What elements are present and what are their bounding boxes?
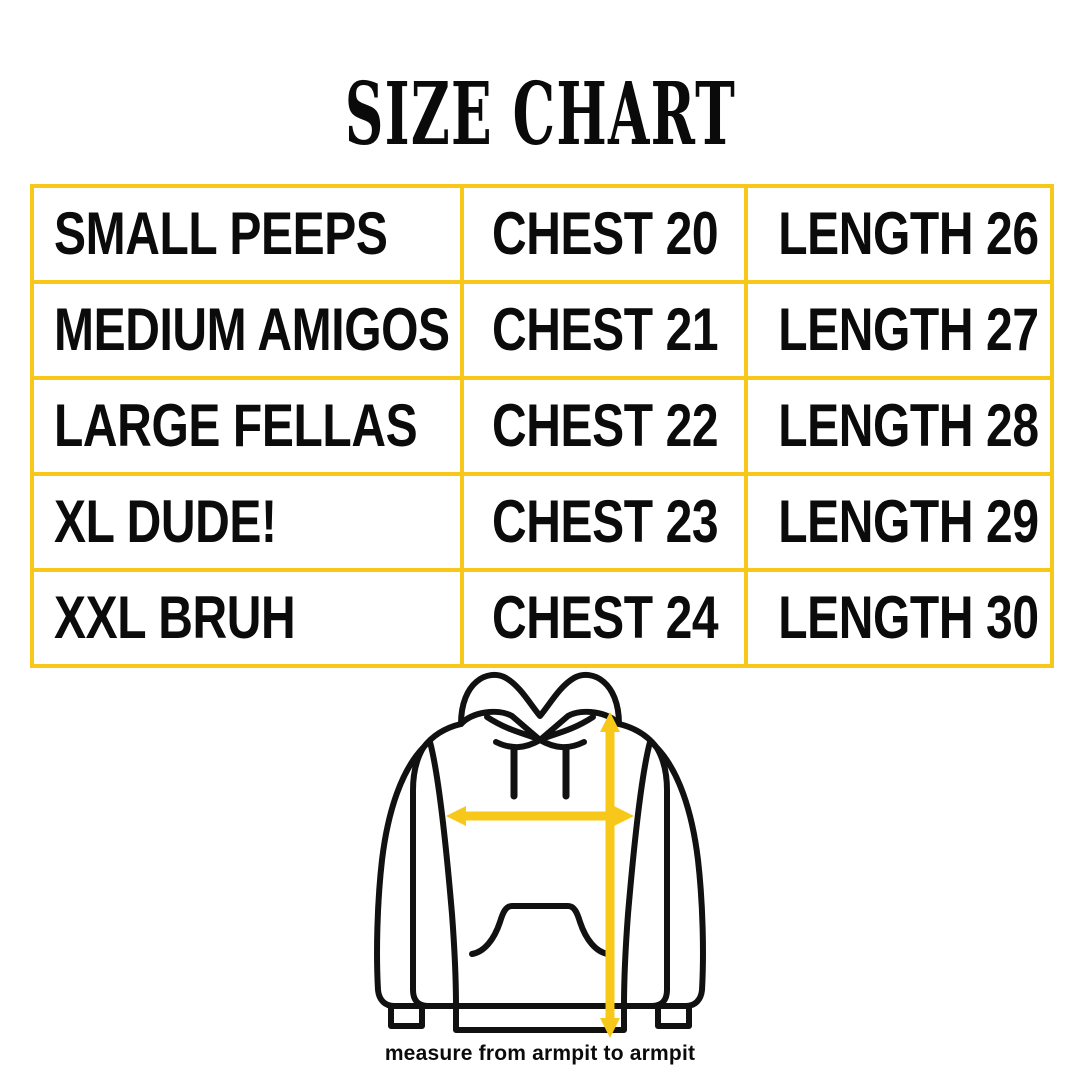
table-row: SMALL PEEPS CHEST 20 LENGTH 26: [30, 184, 1054, 284]
chest-value: CHEST 23: [492, 488, 719, 555]
hoodie-illustration: [360, 664, 720, 1044]
table-cell-length: LENGTH 30: [744, 568, 1054, 668]
size-label: MEDIUM AMIGOS: [54, 296, 450, 363]
table-row: XL DUDE! CHEST 23 LENGTH 29: [30, 472, 1054, 572]
chest-width-arrow: [446, 806, 634, 826]
table-cell-chest: CHEST 21: [460, 280, 748, 380]
size-label: XL DUDE!: [54, 488, 277, 555]
table-cell-length: LENGTH 26: [744, 184, 1054, 284]
length-value: LENGTH 29: [778, 488, 1039, 555]
chest-value: CHEST 21: [492, 296, 719, 363]
chest-value: CHEST 22: [492, 392, 719, 459]
table-cell-chest: CHEST 23: [460, 472, 748, 572]
chest-value: CHEST 24: [492, 584, 719, 651]
body-length-arrow: [600, 712, 620, 1038]
length-value: LENGTH 28: [778, 392, 1039, 459]
size-label: LARGE FELLAS: [54, 392, 418, 459]
measurement-arrows: [446, 712, 634, 1038]
table-cell-chest: CHEST 24: [460, 568, 748, 668]
table-cell-chest: CHEST 20: [460, 184, 748, 284]
table-cell-size: MEDIUM AMIGOS: [30, 280, 464, 380]
page-title: SIZE CHART: [344, 64, 736, 165]
page-title-container: SIZE CHART: [0, 64, 1080, 165]
length-value: LENGTH 27: [778, 296, 1039, 363]
length-value: LENGTH 30: [778, 584, 1039, 651]
table-row: LARGE FELLAS CHEST 22 LENGTH 28: [30, 376, 1054, 476]
measurement-caption: measure from armpit to armpit: [384, 1042, 696, 1065]
table-cell-length: LENGTH 28: [744, 376, 1054, 476]
size-label: XXL BRUH: [54, 584, 296, 651]
length-value: LENGTH 26: [778, 200, 1039, 267]
table-cell-length: LENGTH 27: [744, 280, 1054, 380]
size-chart-table: SMALL PEEPS CHEST 20 LENGTH 26 MEDIUM AM…: [30, 184, 1054, 668]
table-row: MEDIUM AMIGOS CHEST 21 LENGTH 27: [30, 280, 1054, 380]
size-label: SMALL PEEPS: [54, 200, 388, 267]
table-cell-size: LARGE FELLAS: [30, 376, 464, 476]
chest-value: CHEST 20: [492, 200, 719, 267]
table-row: XXL BRUH CHEST 24 LENGTH 30: [30, 568, 1054, 668]
table-cell-size: SMALL PEEPS: [30, 184, 464, 284]
table-cell-chest: CHEST 22: [460, 376, 748, 476]
table-cell-size: XXL BRUH: [30, 568, 464, 668]
table-cell-size: XL DUDE!: [30, 472, 464, 572]
hoodie-outline-icon: [374, 671, 706, 1033]
table-cell-length: LENGTH 29: [744, 472, 1054, 572]
